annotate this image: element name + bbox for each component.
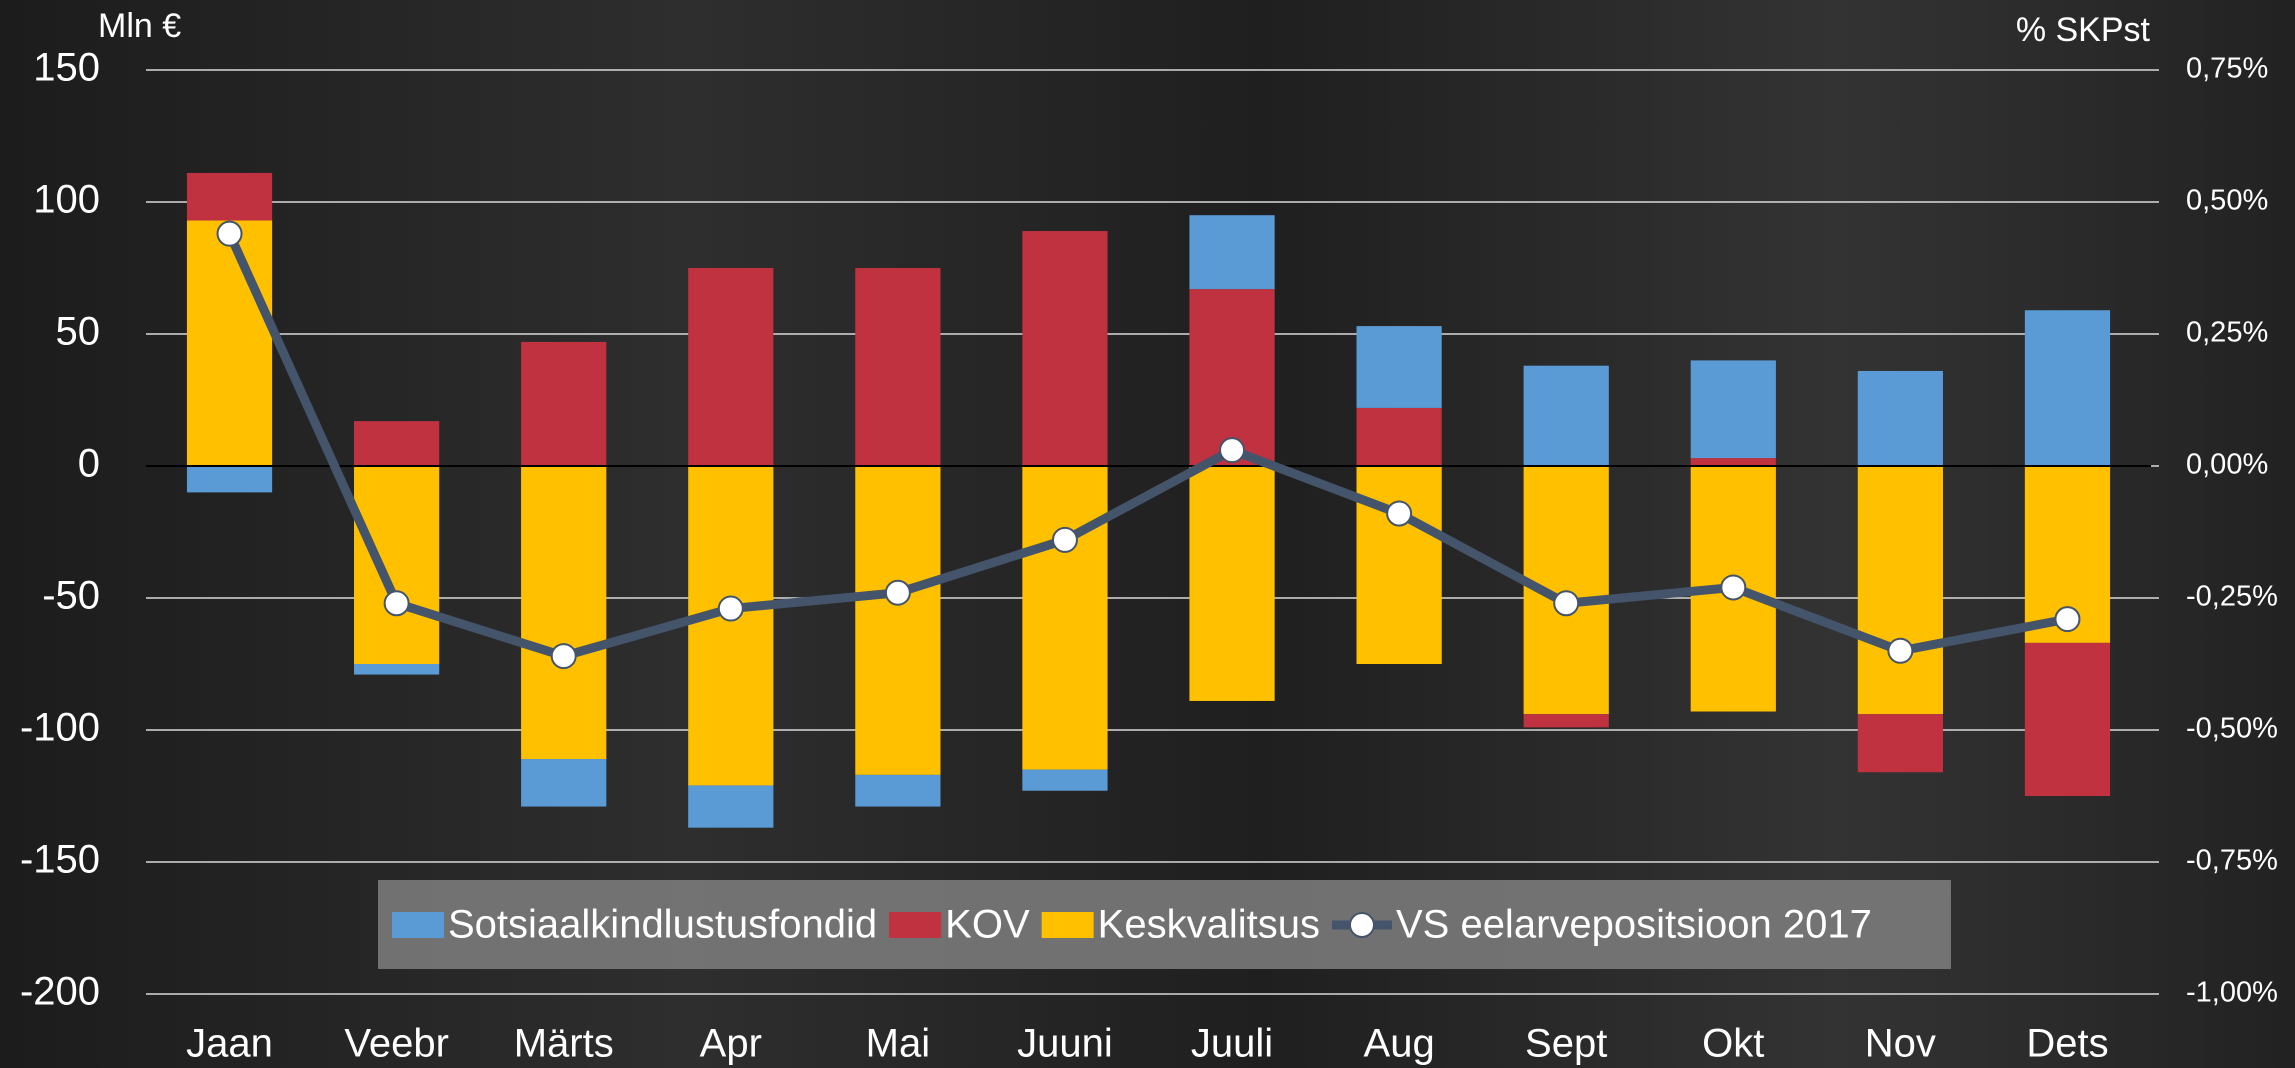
y-tick-label: -50: [42, 574, 100, 618]
legend-label: KOV: [945, 903, 1030, 947]
bar-segment: [354, 664, 440, 675]
line-marker: [884, 579, 911, 606]
legend-label: Sotsiaalkindlustusfondid: [448, 903, 877, 947]
bar-segment: [1189, 215, 1275, 290]
y-tick-label: 50: [56, 310, 101, 354]
x-tick-label: Mai: [866, 1022, 930, 1066]
x-tick-label: Jaan: [186, 1022, 273, 1066]
bar-segment: [1189, 289, 1275, 466]
legend-swatch: [1348, 912, 1375, 938]
y2-tick-label: -1,00%: [2186, 977, 2278, 1009]
y-axis-label: Mln €: [98, 7, 181, 45]
bar-segment: [855, 268, 941, 466]
bar-segment: [2024, 310, 2111, 466]
legend-swatch: [392, 912, 444, 938]
bar-segment: [1022, 231, 1108, 466]
x-tick-label: Okt: [1702, 1022, 1764, 1066]
bar-segment: [186, 172, 273, 221]
bar-segment: [1857, 370, 1943, 466]
y-tick-label: -200: [20, 970, 100, 1014]
bar-segment: [855, 774, 941, 807]
bar-segment: [1356, 326, 1442, 408]
y2-tick-label: -0,50%: [2186, 713, 2278, 745]
x-tick-label: Juuni: [1017, 1022, 1113, 1066]
line-marker: [1887, 637, 1914, 664]
line-marker: [1386, 500, 1413, 527]
bar-segment: [1022, 769, 1108, 791]
y2-tick-label: 0,25%: [2186, 317, 2268, 349]
bar-segment: [186, 220, 273, 466]
line-marker: [550, 643, 577, 670]
y-tick-label: 150: [33, 46, 100, 90]
line-marker: [1553, 590, 1580, 617]
bar-segment: [1189, 466, 1275, 701]
bar-segment: [521, 466, 607, 760]
line-marker: [2054, 606, 2081, 633]
y2-tick-label: -0,25%: [2186, 581, 2278, 613]
legend: Sotsiaalkindlustusfondid KOV Keskvalitsus V…: [378, 880, 1951, 969]
y2-tick-label: -0,75%: [2186, 845, 2278, 877]
line-marker: [1051, 526, 1078, 553]
legend-swatch: [1041, 912, 1094, 938]
x-tick-label: Veebr: [344, 1022, 449, 1066]
legend-label: VS eelarvepositsioon 2017: [1396, 903, 1872, 947]
y-tick-label: 100: [33, 178, 100, 222]
bar-segment: [1857, 466, 1943, 715]
y-tick-label: 0: [78, 442, 100, 486]
x-tick-label: Apr: [700, 1022, 762, 1066]
x-tick-label: Juuli: [1191, 1022, 1273, 1066]
legend-label: Keskvalitsus: [1098, 903, 1320, 947]
legend-box: [378, 880, 1951, 969]
bar-segment: [1523, 365, 1609, 466]
bar-segment: [521, 341, 607, 466]
bar-segment: [1690, 360, 1776, 459]
x-tick-label: Aug: [1364, 1022, 1435, 1066]
y2-axis-label: % SKPst: [2016, 11, 2151, 49]
bar-segment: [1857, 714, 1943, 773]
bar-segment: [354, 421, 440, 466]
x-tick-label: Dets: [2026, 1022, 2108, 1066]
bar-segment: [354, 466, 440, 664]
bar-segment: [521, 759, 607, 807]
line-marker: [1219, 437, 1246, 464]
bar-segment: [855, 466, 941, 775]
y2-tick-label: 0,00%: [2186, 449, 2268, 481]
bar-segment: [1022, 466, 1108, 770]
y-tick-label: -150: [20, 838, 100, 882]
bar-segment: [688, 268, 774, 466]
bar-segment: [1523, 714, 1609, 728]
y2-tick-label: 0,50%: [2186, 185, 2268, 217]
legend-swatch: [889, 912, 942, 938]
x-tick-label: Nov: [1865, 1022, 1936, 1066]
bar-segment: [186, 466, 273, 493]
line-marker: [216, 220, 243, 247]
line: [225, 231, 2069, 661]
x-tick-label: Sept: [1525, 1022, 1607, 1066]
bar-segment: [688, 785, 774, 828]
y-tick-label: -100: [20, 706, 100, 750]
x-tick-label: Märts: [514, 1022, 614, 1066]
bar-segment: [1690, 458, 1776, 466]
bar-segment: [688, 466, 774, 786]
line-marker: [383, 590, 410, 617]
bar-segment: [2024, 642, 2111, 796]
bar-segment: [1356, 407, 1442, 466]
line-marker: [717, 595, 744, 622]
bar-segment: [1356, 466, 1442, 664]
line-marker: [1720, 574, 1747, 601]
y2-tick-label: 0,75%: [2186, 53, 2268, 85]
